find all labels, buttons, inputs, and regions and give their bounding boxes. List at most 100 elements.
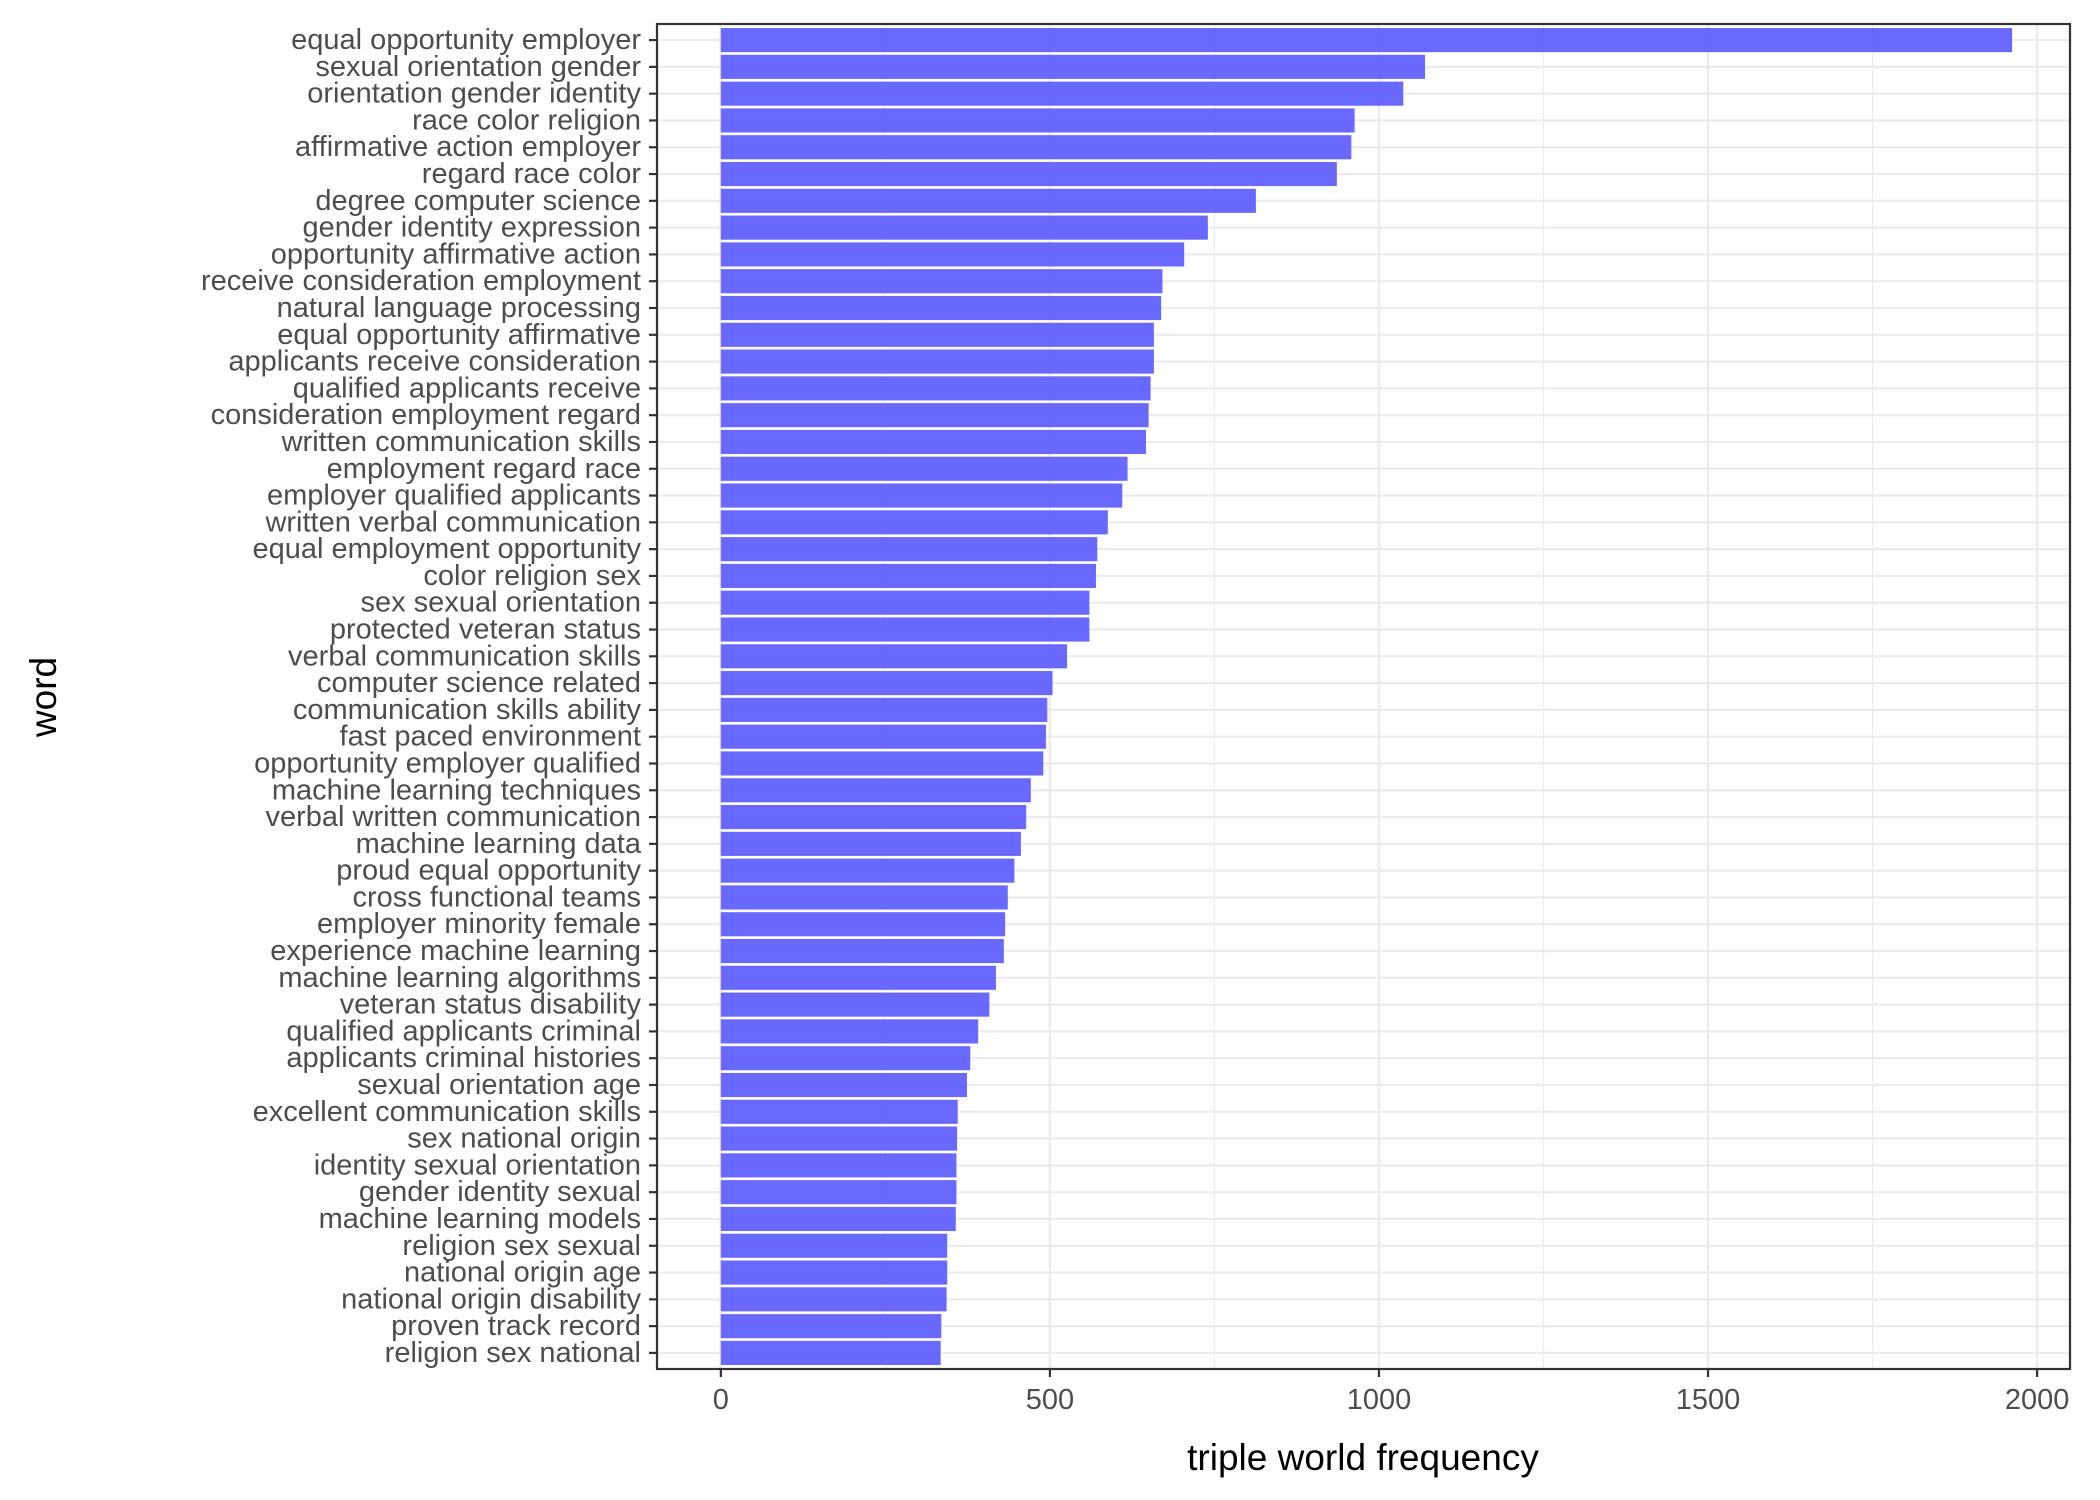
bar [720,161,1337,187]
bar [720,403,1149,428]
bar [720,349,1154,374]
bar [720,269,1163,294]
y-tick-label: proven track record [391,1310,641,1342]
bar [720,992,990,1017]
y-tick-label: equal opportunity employer [291,24,641,56]
plot-border [655,22,2072,1371]
y-tick-label: degree computer science [315,185,641,217]
y-tick-label: written communication skills [281,426,641,458]
bar [720,778,1031,803]
y-tick-label: opportunity affirmative action [271,238,641,270]
bar [720,242,1185,267]
y-tick-label: proud equal opportunity [336,855,641,887]
bar [720,885,1008,910]
bar [720,831,1021,856]
y-tick-label: verbal communication skills [288,640,641,672]
y-tick-label: gender identity sexual [359,1176,641,1208]
y-tick-label: machine learning algorithms [278,962,641,994]
bar [720,1046,971,1071]
y-tick-label: sexual orientation gender [315,51,641,83]
bar [720,108,1355,133]
bar [720,724,1046,749]
y-axis-title: word [23,657,64,738]
bar [720,510,1108,535]
bar [720,1072,967,1098]
bar [720,644,1068,669]
bar [720,429,1146,455]
bar [720,1233,948,1258]
x-axis: 0 500 1000 1500 2000 [713,1369,2070,1416]
bar [720,1126,958,1151]
y-tick-label: equal employment opportunity [252,533,641,565]
y-tick-label: sex sexual orientation [361,587,642,619]
y-tick-label: employer qualified applicants [267,480,641,512]
x-tick-label: 2000 [2005,1384,2070,1416]
y-tick-label: machine learning techniques [272,774,641,806]
y-tick-label: protected veteran status [330,614,641,646]
bar [720,1340,941,1365]
y-tick-label: national origin disability [341,1283,641,1315]
y-tick-label: sex national origin [407,1123,641,1155]
bar [720,965,996,990]
bar [720,697,1048,722]
bar [720,858,1015,883]
bar [720,1206,956,1232]
y-tick-label: qualified applicants receive [293,372,641,404]
y-tick-label: race color religion [412,104,641,136]
bar [720,1314,942,1339]
y-tick-label: excellent communication skills [253,1096,641,1128]
x-tick-label: 1500 [1676,1384,1741,1416]
y-tick-label: opportunity employer qualified [254,747,641,779]
bar [720,81,1404,106]
bar [720,805,1027,830]
bar [720,54,1426,79]
bar [720,938,1004,964]
bar [720,322,1154,347]
y-tick-label: religion sex national [385,1337,641,1369]
y-tick-label: machine learning models [319,1203,641,1235]
y-tick-label: national origin age [404,1257,641,1289]
y-tick-label: qualified applicants criminal [286,1015,641,1047]
y-tick-label: gender identity expression [302,212,641,244]
y-tick-label: natural language processing [277,292,641,324]
bar [720,563,1096,588]
bar [720,590,1090,615]
y-tick-label: experience machine learning [270,935,641,967]
y-tick-label: applicants criminal histories [286,1042,641,1074]
bar [720,456,1128,481]
y-tick-label: employment regard race [327,453,641,485]
bar [720,1180,957,1205]
x-tick-label: 1000 [1347,1384,1412,1416]
y-tick-label: employer minority female [317,908,641,940]
bar [720,188,1256,213]
y-tick-label: sexual orientation age [357,1069,641,1101]
y-tick-label: affirmative action employer [295,131,641,163]
bar [720,483,1123,508]
bar [720,912,1006,937]
x-tick-label: 500 [1026,1384,1074,1416]
y-tick-label: veteran status disability [340,989,642,1021]
y-tick-label: cross functional teams [352,881,641,913]
y-tick-label: regard race color [422,158,642,190]
bar [720,537,1098,562]
bar [720,1019,979,1044]
y-tick-label: applicants receive consideration [228,346,641,378]
y-tick-label: computer science related [317,667,641,699]
bar [720,1287,947,1312]
x-axis-title: triple world frequency [1187,1437,1539,1478]
bar [720,1260,948,1285]
bar [720,1153,957,1178]
bar [720,295,1162,321]
bar [720,28,2013,53]
y-tick-label: written verbal communication [264,506,641,538]
y-tick-label: fast paced environment [340,721,641,753]
y-tick-label: receive consideration employment [201,265,641,297]
y-tick-label: machine learning data [356,828,642,860]
y-tick-label: orientation gender identity [307,78,641,110]
y-tick-label: color religion sex [423,560,641,592]
y-tick-label: equal opportunity affirmative [277,319,641,351]
bar [720,751,1044,776]
bar [720,671,1053,696]
bar [720,135,1352,160]
